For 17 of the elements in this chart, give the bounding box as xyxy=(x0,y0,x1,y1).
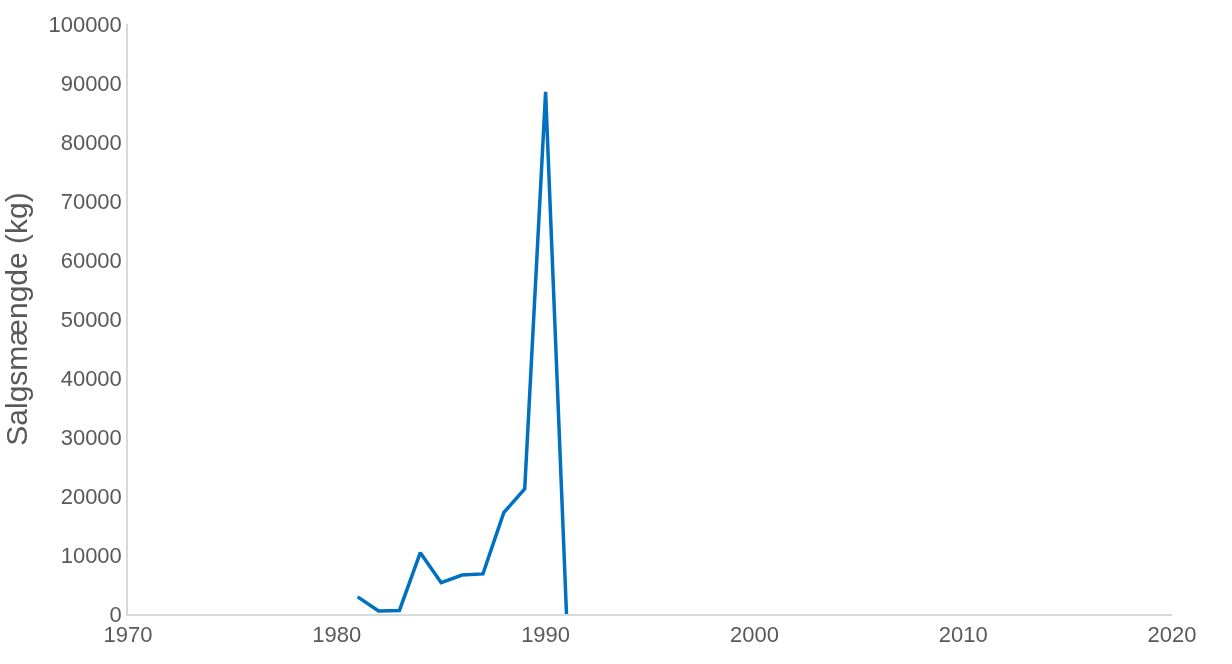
x-tick-label: 1980 xyxy=(312,622,362,648)
x-tick-label: 2010 xyxy=(938,622,988,648)
y-tick-label: 70000 xyxy=(60,188,122,214)
y-tick-label: 10000 xyxy=(60,542,122,568)
y-tick-label: 60000 xyxy=(60,247,122,273)
y-tick-label: 100000 xyxy=(48,11,122,37)
line-series xyxy=(355,90,569,614)
y-tick-label: 40000 xyxy=(60,365,122,391)
y-tick-label: 30000 xyxy=(60,424,122,450)
y-tick-label: 80000 xyxy=(60,129,122,155)
y-tick-label: 90000 xyxy=(60,70,122,96)
x-tick-label: 2000 xyxy=(729,622,779,648)
y-axis-title: Salgsmængde (kg) xyxy=(0,192,33,446)
x-tick-label: 1990 xyxy=(521,622,571,648)
x-tick-label: 2020 xyxy=(1147,622,1197,648)
y-tick-label: 50000 xyxy=(60,306,122,332)
y-tick-label: 20000 xyxy=(60,483,122,509)
